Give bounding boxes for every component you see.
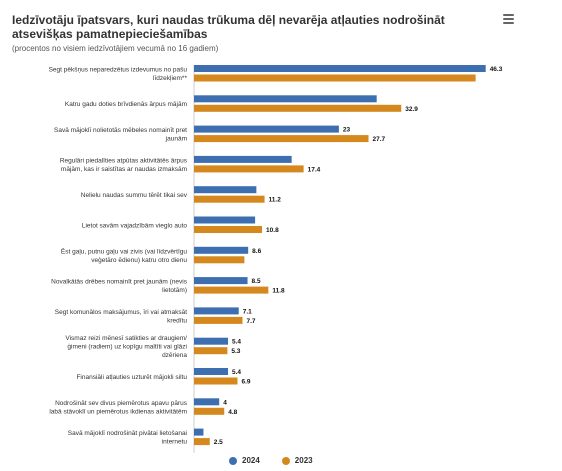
data-label-2023: 4.8 bbox=[228, 409, 237, 416]
bar-2024[interactable] bbox=[194, 428, 204, 436]
data-label-2024: 8.5 bbox=[252, 278, 261, 285]
bar-2024[interactable] bbox=[194, 246, 249, 254]
category-label-line: Finansiāli atļauties uzturēt mājokli sil… bbox=[76, 374, 187, 381]
data-label-2023: 17.4 bbox=[308, 166, 321, 173]
data-label-2023: 5.3 bbox=[231, 348, 240, 355]
category-label: Savā mājoklī nodrošināt pivātai lietošan… bbox=[68, 430, 188, 446]
category-label-line: Segt pēkšņus neparedzētus izdevumus no p… bbox=[49, 67, 188, 74]
category-label-line: Novalkātās drēbes nomainīt pret jaunām (… bbox=[51, 279, 188, 286]
data-label-2024: 7.1 bbox=[243, 308, 252, 315]
bar-2023[interactable] bbox=[194, 135, 369, 143]
bar-2024[interactable] bbox=[194, 95, 377, 103]
data-label-2023: 27.7 bbox=[373, 136, 386, 143]
bar-2023[interactable] bbox=[194, 377, 238, 385]
category-label: Nelielu naudas summu tērēt tikai sev bbox=[81, 192, 188, 199]
data-label-2024: 23 bbox=[343, 127, 351, 134]
data-label-2023: 11.2 bbox=[269, 197, 282, 204]
legend-marker-2023 bbox=[281, 456, 290, 465]
bar-2023[interactable] bbox=[194, 104, 402, 112]
bar-2023[interactable] bbox=[194, 286, 269, 294]
data-label-2024: 5.4 bbox=[232, 339, 241, 346]
data-label-2023: 7.7 bbox=[247, 318, 256, 325]
legend-item-2024[interactable]: 2024 bbox=[229, 456, 260, 465]
legend-label-2024: 2024 bbox=[242, 456, 260, 465]
category-label-line: Segt komunālos maksājumus, īri vai atmak… bbox=[55, 309, 187, 316]
category-label: Regulāri piedalīties atpūtas aktivitātēs… bbox=[60, 157, 188, 173]
category-label-line: Katru gadu doties brīvdienās ārpus mājām bbox=[65, 101, 187, 108]
category-label: Vismaz reizi mēnesī satikties ar draugie… bbox=[65, 335, 187, 359]
data-label-2023: 10.8 bbox=[266, 227, 279, 234]
data-label-2023: 32.9 bbox=[405, 106, 418, 113]
category-label: Lietot savām vajadzībām vieglo auto bbox=[82, 222, 188, 229]
category-label-line: Nelielu naudas summu tērēt tikai sev bbox=[81, 192, 188, 199]
bar-2023[interactable] bbox=[194, 438, 210, 446]
category-label-line: veģetāro ēdienu) katru otro dienu bbox=[91, 256, 187, 264]
category-label-line: labā stāvoklī un piemērotus ikdienas akt… bbox=[49, 408, 187, 415]
category-label: Segt komunālos maksājumus, īri vai atmak… bbox=[55, 309, 188, 325]
bar-2024[interactable] bbox=[194, 186, 257, 194]
category-label-line: internetu bbox=[162, 439, 188, 446]
category-label-line: mājām, kas ir saistītas ar naudas izmaks… bbox=[61, 166, 187, 173]
bar-2024[interactable] bbox=[194, 216, 256, 224]
legend-label-2023: 2023 bbox=[294, 456, 313, 465]
bar-2023[interactable] bbox=[194, 256, 245, 264]
data-label-2024: 8.6 bbox=[252, 248, 261, 255]
bar-2023[interactable] bbox=[194, 407, 225, 415]
data-label-2024: 46.3 bbox=[490, 66, 503, 73]
category-label: Katru gadu doties brīvdienās ārpus mājām bbox=[65, 101, 187, 108]
data-label-2023: 11.8 bbox=[272, 288, 285, 295]
bar-2024[interactable] bbox=[194, 398, 220, 406]
bar-2024[interactable] bbox=[194, 307, 239, 315]
bar-2023[interactable] bbox=[194, 316, 243, 324]
bar-2023[interactable] bbox=[194, 195, 265, 203]
bar-2024[interactable] bbox=[194, 337, 229, 345]
data-label-2024: 5.4 bbox=[232, 369, 241, 376]
legend-item-2023[interactable]: 2023 bbox=[281, 456, 313, 465]
bar-2024[interactable] bbox=[194, 277, 248, 285]
category-label: Finansiāli atļauties uzturēt mājokli sil… bbox=[76, 374, 187, 381]
category-label: Ēst gaļu, putnu gaļu vai zivis (vai līdz… bbox=[61, 247, 187, 263]
category-label: Savā mājoklī nolietotās mēbeles nomainīt… bbox=[54, 127, 187, 143]
bar-2023[interactable] bbox=[194, 165, 304, 173]
bar-2023[interactable] bbox=[194, 347, 228, 355]
category-label: Novalkātās drēbes nomainīt pret jaunām (… bbox=[51, 279, 188, 295]
category-label-line: Savā mājoklī nodrošināt pivātai lietošan… bbox=[68, 430, 187, 437]
chart-legend: 2024 2023 bbox=[229, 456, 313, 465]
category-label-line: kredītu bbox=[167, 317, 187, 324]
category-label: Segt pēkšņus neparedzētus izdevumus no p… bbox=[49, 67, 188, 83]
category-label-line: lietotām) bbox=[162, 287, 187, 294]
category-label-line: Savā mājoklī nolietotās mēbeles nomainīt… bbox=[54, 127, 187, 134]
chart-subtitle: (procentos no visiem iedzīvotājiem vecum… bbox=[12, 44, 219, 53]
category-label-line: ģimeni (radiem) uz kopīgu maltīti vai gl… bbox=[67, 342, 187, 350]
data-label-2024: 4 bbox=[223, 399, 227, 406]
category-label: Nodrošināt sev divus piemērotus apavu pā… bbox=[49, 400, 187, 416]
data-label-2023: 2.5 bbox=[214, 439, 223, 446]
data-label-2023: 6.9 bbox=[241, 379, 250, 386]
category-label-line: jaunām bbox=[165, 136, 187, 143]
chart-title: Iedzīvotāju īpatsvars, kuri naudas trūku… bbox=[12, 13, 445, 41]
bar-2024[interactable] bbox=[194, 65, 486, 72]
category-label-line: līdzekļiem** bbox=[153, 75, 187, 82]
category-label-line: dzēriena bbox=[162, 352, 187, 359]
legend-marker-2024 bbox=[229, 456, 237, 465]
hamburger-menu-icon[interactable] bbox=[503, 14, 514, 25]
category-label-line: Regulāri piedalīties atpūtas aktivitātēs… bbox=[60, 157, 188, 164]
bar-2023[interactable] bbox=[194, 226, 263, 233]
bar-2024[interactable] bbox=[194, 155, 292, 163]
category-label-line: Ēst gaļu, putnu gaļu vai zivis (vai līdz… bbox=[61, 247, 187, 255]
bar-2023[interactable] bbox=[194, 74, 476, 82]
bar-2024[interactable] bbox=[194, 368, 229, 375]
category-label-line: Vismaz reizi mēnesī satikties ar draugie… bbox=[65, 335, 187, 342]
bar-2024[interactable] bbox=[194, 125, 339, 133]
category-label-line: Lietot savām vajadzībām vieglo auto bbox=[82, 222, 188, 229]
category-label-line: Nodrošināt sev divus piemērotus apavu pā… bbox=[55, 400, 188, 407]
